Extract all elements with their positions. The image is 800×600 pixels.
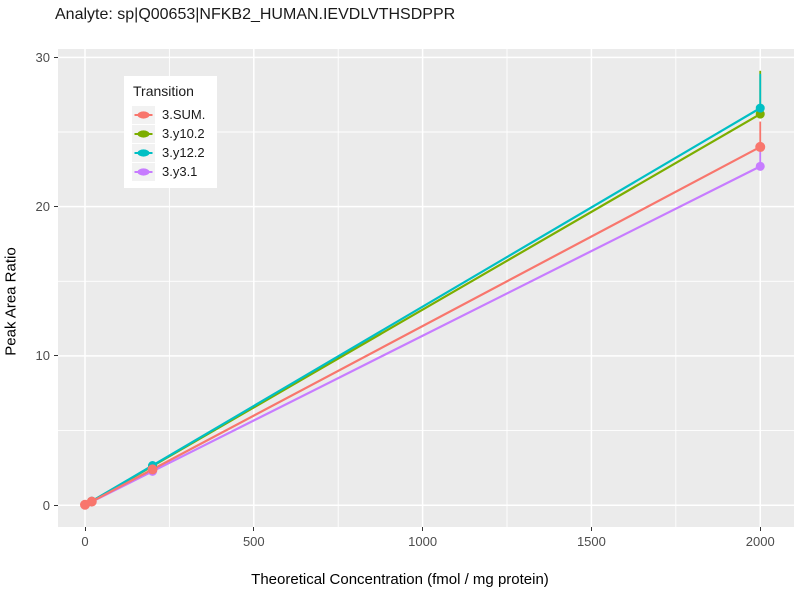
legend-key-icon xyxy=(132,105,155,124)
x-tick-mark-500 xyxy=(253,527,255,531)
data-point-3.y12.2 xyxy=(755,103,765,113)
legend-entry-label: 3.SUM. xyxy=(162,107,206,122)
legend-entries: 3.SUM. 3.y10.2 3.y12.2 3.y3.1 xyxy=(132,105,205,181)
x-tick-label-0: 0 xyxy=(81,534,89,549)
x-tick-label-2000: 2000 xyxy=(745,534,775,549)
legend-entry-3.SUM.: 3.SUM. xyxy=(132,105,205,124)
x-tick-mark-1500 xyxy=(590,527,592,531)
data-point-3.SUM. xyxy=(755,141,766,152)
y-tick-mark-20 xyxy=(54,206,58,208)
data-point-3.y3.1 xyxy=(755,161,765,171)
legend-entry-label: 3.y3.1 xyxy=(162,164,198,179)
legend-title: Transition xyxy=(133,83,194,99)
y-tick-label-20: 20 xyxy=(35,199,50,215)
y-tick-mark-10 xyxy=(54,355,58,357)
data-point-3.SUM. xyxy=(147,464,158,475)
x-tick-mark-2000 xyxy=(759,527,761,531)
x-tick-label-500: 500 xyxy=(242,534,265,549)
legend-entry-label: 3.y12.2 xyxy=(162,145,205,160)
x-axis-label: Theoretical Concentration (fmol / mg pro… xyxy=(251,571,549,588)
y-tick-mark-30 xyxy=(54,56,58,58)
legend-entry-label: 3.y10.2 xyxy=(162,126,205,141)
data-point-3.SUM. xyxy=(86,496,97,507)
y-tick-mark-0 xyxy=(54,504,58,506)
y-tick-label-30: 30 xyxy=(35,49,50,65)
x-tick-mark-1000 xyxy=(422,527,424,531)
y-tick-label-10: 10 xyxy=(35,348,50,364)
legend-key-icon xyxy=(132,124,155,143)
x-tick-label-1500: 1500 xyxy=(576,534,606,549)
legend-entry-3.y12.2: 3.y12.2 xyxy=(132,143,205,162)
x-tick-mark-0 xyxy=(84,527,86,531)
x-tick-label-1000: 1000 xyxy=(408,534,438,549)
y-axis-label: Peak Area Ratio xyxy=(2,247,20,356)
legend-entry-3.y10.2: 3.y10.2 xyxy=(132,124,205,143)
legend-key-icon xyxy=(132,143,155,162)
y-tick-label-0: 0 xyxy=(42,497,50,513)
legend: Transition 3.SUM. 3.y10.2 3.y12.2 3.y3.1 xyxy=(124,76,218,188)
legend-key-icon xyxy=(132,162,155,181)
chart-title: Analyte: sp|Q00653|NFKB2_HUMAN.IEVDLVTHS… xyxy=(55,6,456,23)
legend-entry-3.y3.1: 3.y3.1 xyxy=(132,162,205,181)
